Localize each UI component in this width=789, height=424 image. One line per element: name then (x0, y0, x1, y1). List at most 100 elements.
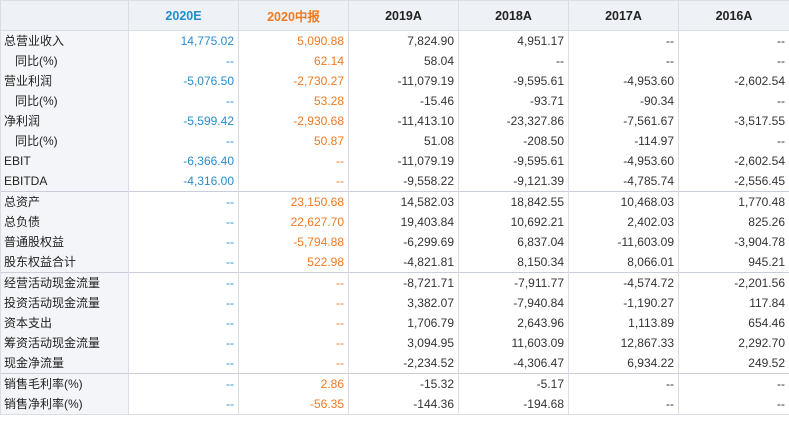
table-cell: -23,327.86 (458, 111, 569, 131)
table-cell: 62.14 (238, 51, 349, 71)
table-cell: 654.46 (678, 313, 789, 333)
table-row: EBIT -6,366.40 -- -11,079.19 -9,595.61 -4,953… (0, 151, 789, 171)
table-row: EBITDA -4,316.00 -- -9,558.22 -9,121.39 -4,78… (0, 171, 789, 192)
table-cell: -5,794.88 (238, 232, 349, 252)
table-cell: -4,306.47 (458, 353, 569, 374)
row-label: 普通股权益 (0, 232, 129, 252)
table-cell: 50.87 (238, 131, 349, 151)
table-cell: 4,951.17 (458, 30, 569, 51)
table-cell: 3,094.95 (348, 333, 459, 353)
row-label: 总营业收入 (0, 30, 129, 51)
table-cell: -2,201.56 (678, 272, 789, 293)
table-cell: 6,837.04 (458, 232, 569, 252)
table-cell: -4,574.72 (568, 272, 679, 293)
table-cell: 2,402.03 (568, 212, 679, 232)
table-cell: -4,785.74 (568, 171, 679, 192)
table-header-row: 2020E 2020中报 2019A 2018A 2017A 2016A (0, 0, 789, 31)
header-2020-interim[interactable]: 2020中报 (238, 0, 349, 31)
table-cell: 2,643.96 (458, 313, 569, 333)
table-cell: -2,930.68 (238, 111, 349, 131)
header-2017a[interactable]: 2017A (568, 0, 679, 31)
table-cell: 12,867.33 (568, 333, 679, 353)
table-cell: 53.28 (238, 91, 349, 111)
table-cell: 2,292.70 (678, 333, 789, 353)
table-cell: -9,595.61 (458, 151, 569, 171)
table-cell: -- (128, 232, 239, 252)
table-cell: 7,824.90 (348, 30, 459, 51)
row-label: 营业利润 (0, 71, 129, 91)
table-row: 总营业收入 14,775.02 5,090.88 7,824.90 4,951.17 --… (0, 30, 789, 51)
row-label: 投资活动现金流量 (0, 293, 129, 313)
table-cell: -11,603.09 (568, 232, 679, 252)
table-row: 同比(%) -- 62.14 58.04 -- -- -- (0, 51, 789, 71)
table-cell: 10,468.03 (568, 191, 679, 212)
table-cell: -- (128, 313, 239, 333)
table-cell: -56.35 (238, 394, 349, 415)
table-cell: -9,558.22 (348, 171, 459, 192)
table-cell: -9,595.61 (458, 71, 569, 91)
table-row: 总负债 -- 22,627.70 19,403.84 10,692.21 2,402.03… (0, 212, 789, 232)
table-row: 净利润 -5,599.42 -2,930.68 -11,413.10 -23,327.8… (0, 111, 789, 131)
row-label: 销售净利率(%) (0, 394, 129, 415)
table-cell: -2,730.27 (238, 71, 349, 91)
table-cell: 117.84 (678, 293, 789, 313)
table-cell: -3,904.78 (678, 232, 789, 252)
table-cell: -2,556.45 (678, 171, 789, 192)
table-cell: -7,561.67 (568, 111, 679, 131)
table-cell: -7,911.77 (458, 272, 569, 293)
row-label: 股东权益合计 (0, 252, 129, 273)
table-cell: -7,940.84 (458, 293, 569, 313)
table-cell: -- (128, 91, 239, 111)
table-row: 普通股权益 -- -5,794.88 -6,299.69 6,837.04 -11,603… (0, 232, 789, 252)
table-cell: -4,953.60 (568, 71, 679, 91)
table-cell: -- (568, 30, 679, 51)
table-cell: -- (238, 272, 349, 293)
table-cell: 14,775.02 (128, 30, 239, 51)
table-cell: -8,721.71 (348, 272, 459, 293)
row-label: 总负债 (0, 212, 129, 232)
table-cell: -- (568, 373, 679, 394)
table-cell: -- (128, 272, 239, 293)
table-row: 总资产 -- 23,150.68 14,582.03 18,842.55 10,468.0… (0, 191, 789, 212)
table-cell: -15.32 (348, 373, 459, 394)
row-label: EBIT (0, 151, 129, 171)
table-cell: -- (238, 293, 349, 313)
table-cell: -- (128, 293, 239, 313)
table-cell: -- (238, 313, 349, 333)
row-label: 同比(%) (0, 51, 129, 71)
table-row: 经营活动现金流量 -- -- -8,721.71 -7,911.77 -4,574.72-… (0, 272, 789, 293)
table-cell: 19,403.84 (348, 212, 459, 232)
table-cell: -- (678, 30, 789, 51)
table-cell: -6,366.40 (128, 151, 239, 171)
row-label: 净利润 (0, 111, 129, 131)
table-cell: 6,934.22 (568, 353, 679, 374)
row-label: 总资产 (0, 191, 129, 212)
table-cell: -9,121.39 (458, 171, 569, 192)
table-cell: -- (238, 353, 349, 374)
table-cell: -11,079.19 (348, 151, 459, 171)
table-cell: -- (678, 131, 789, 151)
table-cell: -208.50 (458, 131, 569, 151)
table-cell: -5,599.42 (128, 111, 239, 131)
table-row: 营业利润 -5,076.50 -2,730.27 -11,079.19 -9,595.6… (0, 71, 789, 91)
header-2020e[interactable]: 2020E (128, 0, 239, 31)
row-label: 同比(%) (0, 91, 129, 111)
table-row: 投资活动现金流量 -- -- 3,382.07 -7,940.84 -1,190.27 11… (0, 293, 789, 313)
table-cell: 2.86 (238, 373, 349, 394)
table-cell: -194.68 (458, 394, 569, 415)
row-label: EBITDA (0, 171, 129, 192)
header-2016a[interactable]: 2016A (678, 0, 789, 31)
table-cell: -- (128, 333, 239, 353)
table-cell: 3,382.07 (348, 293, 459, 313)
table-cell: 14,582.03 (348, 191, 459, 212)
table-cell: -- (458, 51, 569, 71)
table-cell: -144.36 (348, 394, 459, 415)
header-2019a[interactable]: 2019A (348, 0, 459, 31)
table-cell: -- (128, 394, 239, 415)
table-row: 销售净利率(%) -- -56.35 -144.36 -194.68 -- -- (0, 394, 789, 415)
table-cell: -93.71 (458, 91, 569, 111)
table-cell: -- (238, 151, 349, 171)
table-cell: -- (128, 252, 239, 273)
header-2018a[interactable]: 2018A (458, 0, 569, 31)
table-cell: 11,603.09 (458, 333, 569, 353)
